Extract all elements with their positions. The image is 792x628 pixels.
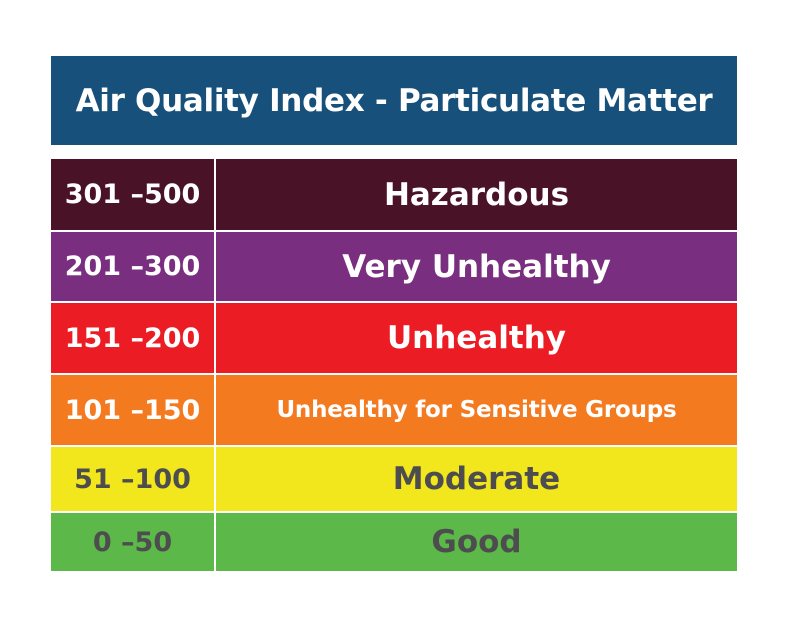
aqi-table: 301 –500 Hazardous 201 –300 Very Unhealt… xyxy=(51,159,737,571)
aqi-range: 301 –500 xyxy=(51,159,216,230)
aqi-category: Unhealthy xyxy=(216,303,737,373)
aqi-category: Moderate xyxy=(216,447,737,511)
aqi-category: Hazardous xyxy=(216,159,737,230)
aqi-row-hazardous: 301 –500 Hazardous xyxy=(51,159,737,232)
aqi-range: 51 –100 xyxy=(51,447,216,511)
page-title: Air Quality Index - Particulate Matter xyxy=(51,56,737,145)
aqi-range: 151 –200 xyxy=(51,303,216,373)
aqi-category: Good xyxy=(216,513,737,571)
aqi-row-very-unhealthy: 201 –300 Very Unhealthy xyxy=(51,232,737,303)
aqi-row-good: 0 –50 Good xyxy=(51,513,737,571)
aqi-category: Very Unhealthy xyxy=(216,232,737,301)
aqi-category: Unhealthy for Sensitive Groups xyxy=(216,375,737,445)
aqi-row-unhealthy: 151 –200 Unhealthy xyxy=(51,303,737,375)
aqi-card: Air Quality Index - Particulate Matter 3… xyxy=(51,56,737,571)
aqi-range: 0 –50 xyxy=(51,513,216,571)
aqi-row-unhealthy-for-sensitive-groups: 101 –150 Unhealthy for Sensitive Groups xyxy=(51,375,737,447)
aqi-range: 201 –300 xyxy=(51,232,216,301)
aqi-row-moderate: 51 –100 Moderate xyxy=(51,447,737,513)
aqi-range: 101 –150 xyxy=(51,375,216,445)
